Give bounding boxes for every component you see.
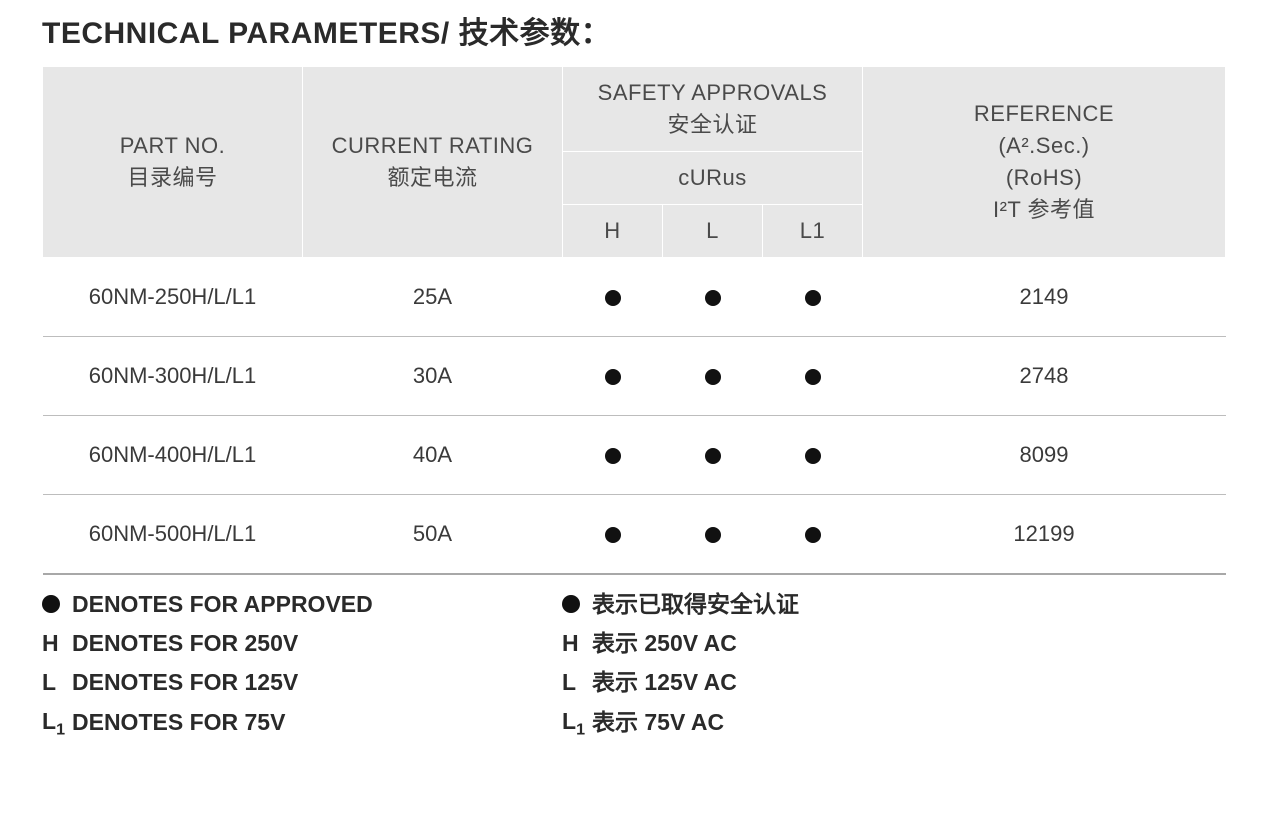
header-safety: SAFETY APPROVALS 安全认证 — [563, 67, 863, 152]
cell-approval-h — [563, 336, 663, 415]
cell-approval-l1 — [763, 336, 863, 415]
table-row: 60NM-300H/L/L130A 2748 — [43, 336, 1226, 415]
page-title: TECHNICAL PARAMETERS/ 技术参数： — [42, 8, 1226, 52]
header-sub-l1: L1 — [763, 204, 863, 257]
legend-symbol: L — [42, 663, 72, 702]
cell-part-no: 60NM-400H/L/L1 — [43, 415, 303, 494]
dot-icon — [705, 369, 721, 385]
legend-symbol — [42, 585, 72, 624]
legend-symbol: H — [42, 624, 72, 663]
legend-row: LDENOTES FOR 125V — [42, 663, 562, 702]
cell-current: 40A — [303, 415, 563, 494]
dot-icon — [705, 527, 721, 543]
cell-part-no: 60NM-250H/L/L1 — [43, 257, 303, 336]
cell-approval-l1 — [763, 257, 863, 336]
header-reference-l2: (A².Sec.) — [998, 133, 1089, 158]
header-reference-l4: I²T 参考值 — [993, 197, 1095, 222]
header-safety-zh: 安全认证 — [667, 112, 757, 137]
header-part-no-en: PART NO. — [120, 133, 225, 158]
legend-text: 表示 75V AC — [592, 703, 724, 742]
legend-text: 表示 250V AC — [592, 624, 737, 663]
legend-symbol: L1 — [42, 702, 72, 744]
legend-text: 表示已取得安全认证 — [592, 585, 799, 624]
dot-icon — [605, 448, 621, 464]
dot-icon — [805, 369, 821, 385]
cell-approval-h — [563, 415, 663, 494]
header-curus: cURus — [563, 151, 863, 204]
dot-icon — [705, 448, 721, 464]
cell-approval-l — [663, 415, 763, 494]
table-header: PART NO. 目录编号 CURRENT RATING 额定电流 SAFETY… — [43, 67, 1226, 258]
legend-left: DENOTES FOR APPROVEDHDENOTES FOR 250VLDE… — [42, 585, 562, 744]
cell-current: 50A — [303, 494, 563, 574]
cell-approval-l — [663, 257, 763, 336]
legend-symbol: H — [562, 624, 592, 663]
dot-icon — [805, 527, 821, 543]
table-row: 60NM-250H/L/L125A 2149 — [43, 257, 1226, 336]
legend-text: DENOTES FOR 75V — [72, 703, 285, 742]
cell-approval-l — [663, 494, 763, 574]
cell-reference: 8099 — [863, 415, 1226, 494]
legend-row: DENOTES FOR APPROVED — [42, 585, 562, 624]
cell-approval-l1 — [763, 415, 863, 494]
cell-approval-h — [563, 494, 663, 574]
legend-symbol: L — [562, 663, 592, 702]
header-part-no: PART NO. 目录编号 — [43, 67, 303, 258]
cell-reference: 2149 — [863, 257, 1226, 336]
header-sub-h: H — [563, 204, 663, 257]
table-row: 60NM-400H/L/L140A 8099 — [43, 415, 1226, 494]
legend-text: 表示 125V AC — [592, 663, 737, 702]
legend-row: L1表示 75V AC — [562, 702, 1226, 744]
header-current: CURRENT RATING 额定电流 — [303, 67, 563, 258]
header-reference-l1: REFERENCE — [974, 101, 1114, 126]
legend-symbol: L1 — [562, 702, 592, 744]
table-row: 60NM-500H/L/L150A 12199 — [43, 494, 1226, 574]
header-sub-l: L — [663, 204, 763, 257]
cell-part-no: 60NM-300H/L/L1 — [43, 336, 303, 415]
header-current-en: CURRENT RATING — [332, 133, 534, 158]
legend-text: DENOTES FOR APPROVED — [72, 585, 373, 624]
dot-icon — [705, 290, 721, 306]
legend-row: HDENOTES FOR 250V — [42, 624, 562, 663]
dot-icon — [605, 369, 621, 385]
table-body: 60NM-250H/L/L125A 2149 60NM-300H/L/L130A 27… — [43, 257, 1226, 574]
legend-row: L表示 125V AC — [562, 663, 1226, 702]
dot-icon — [805, 448, 821, 464]
cell-approval-l — [663, 336, 763, 415]
page-root: TECHNICAL PARAMETERS/ 技术参数： PART NO. 目录编… — [0, 8, 1268, 744]
parameters-table: PART NO. 目录编号 CURRENT RATING 额定电流 SAFETY… — [42, 66, 1226, 575]
legend: DENOTES FOR APPROVEDHDENOTES FOR 250VLDE… — [42, 585, 1226, 744]
legend-row: 表示已取得安全认证 — [562, 585, 1226, 624]
legend-row: H表示 250V AC — [562, 624, 1226, 663]
cell-current: 30A — [303, 336, 563, 415]
legend-text: DENOTES FOR 250V — [72, 624, 298, 663]
legend-right: 表示已取得安全认证H表示 250V ACL表示 125V ACL1表示 75V … — [562, 585, 1226, 744]
header-part-no-zh: 目录编号 — [127, 165, 217, 190]
cell-reference: 2748 — [863, 336, 1226, 415]
dot-icon — [605, 290, 621, 306]
dot-icon — [562, 595, 580, 613]
cell-approval-l1 — [763, 494, 863, 574]
dot-icon — [42, 595, 60, 613]
cell-approval-h — [563, 257, 663, 336]
header-current-zh: 额定电流 — [387, 165, 477, 190]
cell-part-no: 60NM-500H/L/L1 — [43, 494, 303, 574]
cell-reference: 12199 — [863, 494, 1226, 574]
legend-text: DENOTES FOR 125V — [72, 663, 298, 702]
header-reference-l3: (RoHS) — [1006, 165, 1082, 190]
dot-icon — [605, 527, 621, 543]
legend-row: L1DENOTES FOR 75V — [42, 702, 562, 744]
legend-symbol — [562, 585, 592, 624]
dot-icon — [805, 290, 821, 306]
header-reference: REFERENCE (A².Sec.) (RoHS) I²T 参考值 — [863, 67, 1226, 258]
cell-current: 25A — [303, 257, 563, 336]
header-safety-en: SAFETY APPROVALS — [598, 80, 828, 105]
